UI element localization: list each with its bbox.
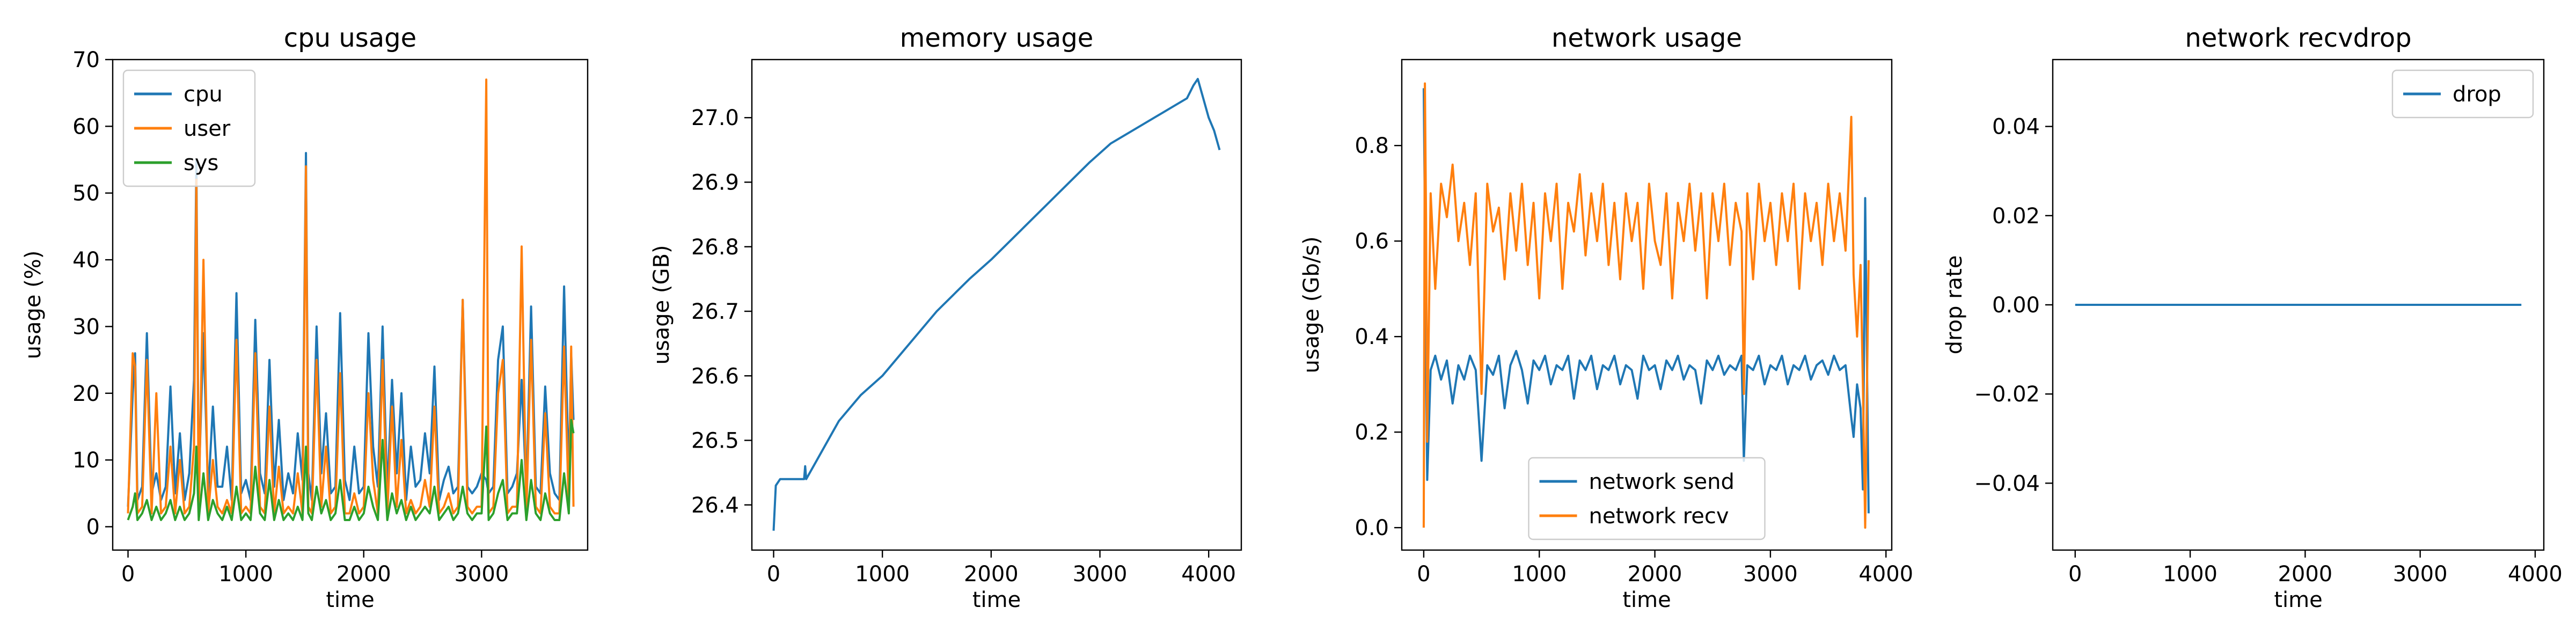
- plot-frame: [751, 58, 1242, 551]
- y-axis-title: drop rate: [1942, 255, 1967, 355]
- chart-panel-4: 0 1000 2000 3000 4000 −0.04 −0.02 0.00 0.02 0.04 n…: [1942, 23, 2563, 612]
- x-tick-label: 3000: [1743, 562, 1798, 587]
- x-tick-label: 1000: [218, 562, 273, 587]
- y-tick-label: 0.04: [1992, 115, 2040, 140]
- x-tick-label: 1000: [1512, 562, 1567, 587]
- series-group: [127, 78, 575, 521]
- y-tick-label: 0.4: [1355, 325, 1389, 349]
- legend-label: network send: [1589, 470, 1735, 494]
- y-axis-title: usage (GB): [649, 245, 674, 364]
- series-group: [1422, 82, 1870, 529]
- chart-title: memory usage: [900, 23, 1094, 53]
- x-axis-title: time: [972, 588, 1021, 612]
- y-tick-label: 0.8: [1355, 134, 1389, 158]
- plot-frame: [1401, 58, 1893, 551]
- y-tick-label: 40: [72, 248, 100, 273]
- x-tick-label: 0: [1417, 562, 1430, 587]
- series-group: [772, 78, 1221, 531]
- x-tick-label: 0: [767, 562, 780, 587]
- series-line-network-send: [1422, 88, 1870, 514]
- x-tick-label: 3000: [1073, 562, 1128, 587]
- x-tick-label: 2000: [2278, 562, 2332, 587]
- x-tick-label: 2000: [1628, 562, 1682, 587]
- series-line-data: [772, 78, 1221, 531]
- chart-panel-1: 0 1000 2000 3000 0 10 20 30 40 50 60 70 cpu usage tim…: [21, 23, 589, 612]
- x-axis-title: time: [1622, 588, 1671, 612]
- x-tick-label: 4000: [1181, 562, 1236, 587]
- legend-box: [122, 69, 256, 187]
- chart-title: network recvdrop: [2185, 23, 2411, 53]
- y-axis-title: usage (Gb/s): [1299, 236, 1324, 373]
- x-tick-label: 1000: [855, 562, 910, 587]
- y-tick-label: 0: [86, 515, 100, 539]
- y-tick-label: −0.02: [1974, 382, 2040, 407]
- legend: drop: [2391, 69, 2534, 119]
- legend-label: sys: [184, 151, 218, 175]
- x-axis-title: time: [2274, 588, 2322, 612]
- y-tick-label: 26.6: [691, 364, 739, 389]
- y-tick-label: 0.00: [1992, 293, 2040, 318]
- x-tick-label: 2000: [336, 562, 391, 587]
- x-tick-label: 2000: [964, 562, 1019, 587]
- y-tick-label: 26.9: [691, 171, 739, 195]
- x-axis-title: time: [326, 588, 374, 612]
- y-tick-label: 0.6: [1355, 229, 1389, 254]
- legend-box: [1528, 457, 1766, 540]
- chart-title: network usage: [1552, 23, 1742, 53]
- y-tick-label: 30: [72, 314, 100, 339]
- series-line-network-recv: [1422, 82, 1870, 529]
- legend-label: cpu: [184, 82, 223, 107]
- y-tick-label: 50: [72, 181, 100, 206]
- chart-title: cpu usage: [284, 23, 416, 53]
- x-tick-label: 0: [2068, 562, 2082, 587]
- y-tick-label: 10: [72, 448, 100, 473]
- legend-label: user: [184, 116, 231, 141]
- y-tick-label: 27.0: [691, 106, 739, 130]
- legend-label: network recv: [1589, 504, 1729, 529]
- y-tick-label: 26.4: [691, 493, 739, 518]
- legend: network send network recv: [1528, 457, 1766, 540]
- chart-panel-2: 0 1000 2000 3000 4000 26.4 26.5 26.6 26.7 26.8 26.…: [649, 23, 1242, 612]
- plot-frame: [112, 58, 589, 551]
- y-tick-label: 70: [72, 48, 100, 72]
- y-tick-label: 0.02: [1992, 204, 2040, 229]
- y-tick-label: 60: [72, 114, 100, 139]
- y-tick-label: 0.2: [1355, 420, 1389, 445]
- x-tick-label: 3000: [454, 562, 509, 587]
- y-tick-label: 0.0: [1355, 516, 1389, 540]
- y-axis-title: usage (%): [21, 251, 46, 360]
- x-tick-label: 4000: [1858, 562, 1913, 587]
- chart-panel-3: 0 1000 2000 3000 4000 0.0 0.2 0.4 0.6 0.8 network …: [1299, 23, 1913, 612]
- x-tick-label: 4000: [2508, 562, 2563, 587]
- y-tick-label: 20: [72, 382, 100, 406]
- y-tick-label: 26.7: [691, 299, 739, 324]
- x-tick-label: 1000: [2163, 562, 2218, 587]
- legend-label: drop: [2453, 82, 2501, 107]
- series-line-sys: [127, 419, 575, 521]
- x-tick-label: 3000: [2393, 562, 2448, 587]
- legend: cpu user sys: [122, 69, 256, 187]
- series-line-user: [127, 78, 575, 515]
- legend-box: [2391, 69, 2534, 119]
- y-tick-label: −0.04: [1974, 471, 2040, 496]
- y-tick-label: 26.5: [691, 429, 739, 453]
- y-tick-label: 26.8: [691, 235, 739, 260]
- x-tick-label: 0: [121, 562, 135, 587]
